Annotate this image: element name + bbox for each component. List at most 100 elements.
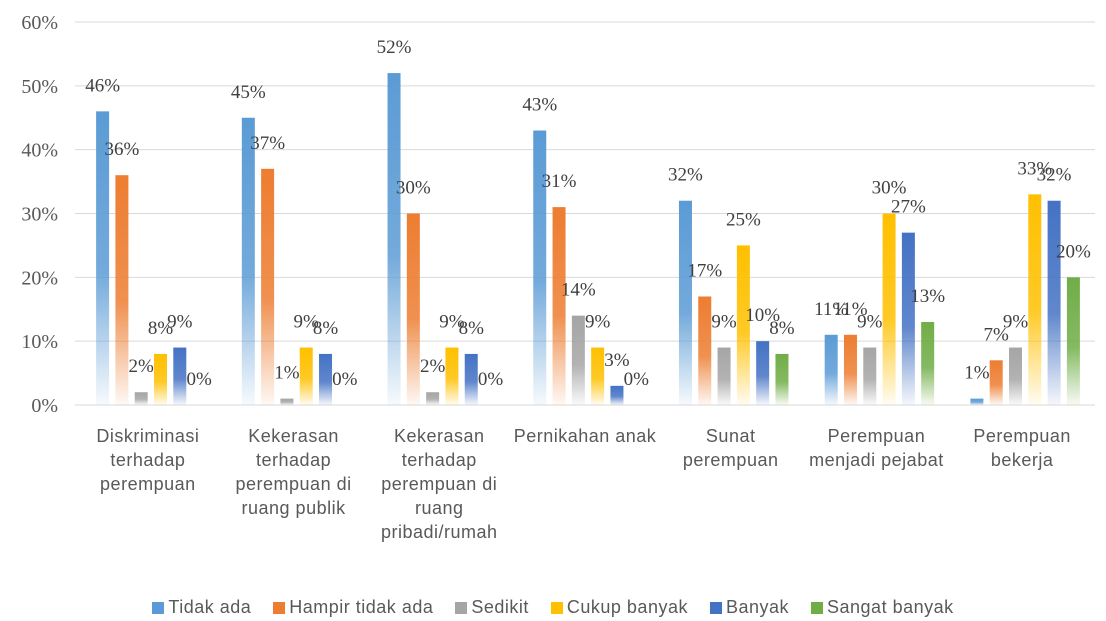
data-label: 14% bbox=[561, 280, 596, 301]
data-label: 43% bbox=[522, 95, 557, 116]
bar bbox=[678, 200, 692, 405]
y-tick-label: 60% bbox=[21, 12, 58, 34]
x-tick-label: Perempuan bekerja bbox=[973, 426, 1071, 470]
data-label: 11% bbox=[814, 299, 848, 320]
data-label: 33% bbox=[1017, 158, 1052, 179]
x-tick-label: Kekerasan terhadap perempuan di ruang pr… bbox=[381, 426, 498, 542]
data-label: 37% bbox=[250, 133, 285, 154]
data-label: 8% bbox=[769, 318, 795, 339]
data-label: 32% bbox=[1037, 165, 1072, 186]
legend-item: Hampir tidak ada bbox=[273, 597, 433, 618]
legend-swatch bbox=[273, 601, 286, 614]
bar bbox=[591, 347, 605, 405]
legend-label: Sangat banyak bbox=[827, 597, 954, 617]
bar bbox=[1066, 277, 1080, 405]
bar bbox=[445, 347, 459, 405]
bar bbox=[970, 398, 984, 405]
bar bbox=[134, 392, 148, 405]
legend-swatch bbox=[455, 601, 468, 614]
data-label: 2% bbox=[129, 356, 155, 377]
data-label: 1% bbox=[274, 363, 300, 384]
data-label: 36% bbox=[104, 139, 139, 160]
data-label: 20% bbox=[1056, 241, 1091, 262]
x-tick-label: Perempuan menjadi pejabat bbox=[809, 426, 944, 470]
y-tick-label: 20% bbox=[21, 267, 58, 289]
bar bbox=[1008, 347, 1022, 405]
data-label: 31% bbox=[542, 171, 577, 192]
bar bbox=[115, 175, 129, 405]
legend-item: Cukup banyak bbox=[550, 597, 688, 618]
data-label: 45% bbox=[231, 82, 266, 103]
data-label: 0% bbox=[186, 369, 212, 390]
data-label: 9% bbox=[439, 312, 465, 333]
bar bbox=[824, 334, 838, 405]
data-label: 30% bbox=[872, 178, 907, 199]
bar bbox=[989, 360, 1003, 405]
legend-item: Banyak bbox=[709, 597, 789, 618]
x-tick-label: Diskriminasi terhadap perempuan bbox=[96, 426, 200, 494]
data-label: 8% bbox=[459, 318, 485, 339]
bar bbox=[464, 353, 478, 405]
data-label: 11% bbox=[833, 299, 867, 320]
legend-swatch bbox=[152, 601, 165, 614]
bar bbox=[154, 353, 168, 405]
data-label: 9% bbox=[294, 312, 320, 333]
bar bbox=[756, 341, 770, 405]
bar bbox=[921, 322, 935, 405]
legend-item: Sangat banyak bbox=[811, 597, 954, 618]
bar bbox=[610, 385, 624, 405]
data-label: 32% bbox=[668, 165, 703, 186]
legend: Tidak ada Hampir tidak ada Sedikit Cukup ba… bbox=[0, 597, 1106, 618]
data-label: 10% bbox=[745, 305, 780, 326]
bar bbox=[387, 73, 401, 406]
bar bbox=[736, 245, 750, 405]
data-label: 9% bbox=[585, 312, 611, 333]
data-label: 3% bbox=[604, 350, 630, 371]
y-tick-label: 40% bbox=[21, 140, 58, 162]
bar bbox=[901, 232, 915, 405]
bar bbox=[173, 347, 187, 405]
bar bbox=[319, 353, 333, 405]
data-label: 9% bbox=[711, 312, 737, 333]
bar bbox=[1047, 200, 1061, 405]
bar bbox=[533, 130, 547, 405]
y-tick-label: 10% bbox=[21, 331, 58, 353]
legend-item: Tidak ada bbox=[152, 597, 251, 618]
data-label: 0% bbox=[478, 369, 504, 390]
data-label: 9% bbox=[167, 312, 193, 333]
data-label: 7% bbox=[984, 324, 1010, 345]
data-label: 0% bbox=[332, 369, 358, 390]
legend-item: Sedikit bbox=[455, 597, 529, 618]
data-label: 25% bbox=[726, 209, 761, 230]
bar bbox=[775, 353, 789, 405]
data-label: 9% bbox=[1003, 312, 1029, 333]
bar bbox=[571, 315, 585, 405]
bar bbox=[241, 117, 255, 405]
bar bbox=[406, 213, 420, 405]
bar bbox=[552, 207, 566, 405]
data-label: 8% bbox=[313, 318, 339, 339]
legend-label: Hampir tidak ada bbox=[289, 597, 434, 617]
bar bbox=[863, 347, 877, 405]
legend-swatch bbox=[709, 601, 722, 614]
bar bbox=[1028, 194, 1042, 405]
legend-label: Cukup banyak bbox=[566, 597, 688, 617]
data-label: 2% bbox=[420, 356, 446, 377]
legend-swatch bbox=[550, 601, 563, 614]
data-label: 27% bbox=[891, 197, 926, 218]
data-label: 52% bbox=[377, 37, 412, 58]
y-tick-label: 30% bbox=[21, 204, 58, 226]
bar bbox=[843, 334, 857, 405]
data-label: 13% bbox=[910, 286, 945, 307]
y-tick-label: 50% bbox=[21, 76, 58, 98]
bar bbox=[717, 347, 731, 405]
data-label: 8% bbox=[148, 318, 174, 339]
bar bbox=[882, 213, 896, 405]
bar bbox=[426, 392, 440, 405]
legend-label: Tidak ada bbox=[168, 597, 252, 617]
bar bbox=[698, 296, 712, 405]
data-label: 0% bbox=[624, 369, 650, 390]
x-tick-label: Kekerasan terhadap perempuan di ruang pu… bbox=[235, 426, 352, 518]
bar bbox=[280, 398, 294, 405]
